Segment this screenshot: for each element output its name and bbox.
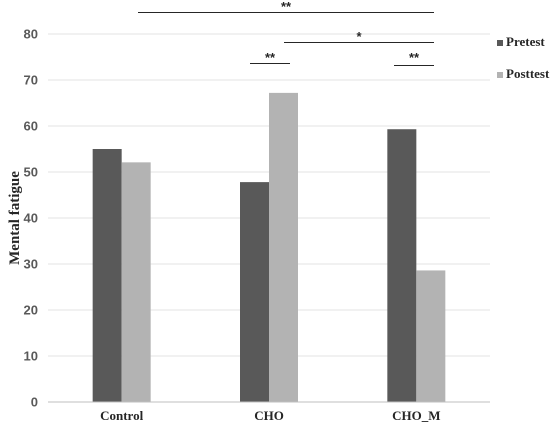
significance-marker: * bbox=[356, 29, 362, 44]
bar-posttest-cho-m bbox=[416, 270, 446, 402]
significance-marker: ** bbox=[409, 50, 420, 65]
x-tick-label: Control bbox=[100, 408, 143, 423]
bar-pretest-cho-m bbox=[387, 129, 417, 402]
y-tick-label: 0 bbox=[31, 395, 38, 410]
y-tick-label: 80 bbox=[24, 27, 38, 42]
bar-pretest-control bbox=[92, 149, 122, 402]
y-tick-label: 30 bbox=[24, 257, 38, 272]
legend-label-posttest: Posttest bbox=[506, 66, 550, 81]
legend-label-pretest: Pretest bbox=[506, 34, 545, 49]
y-tick-label: 40 bbox=[24, 211, 38, 226]
x-tick-label: CHO_M bbox=[392, 408, 440, 423]
y-tick-label: 20 bbox=[24, 303, 38, 318]
legend-swatch-pretest bbox=[497, 40, 503, 46]
y-tick-label: 70 bbox=[24, 73, 38, 88]
y-tick-label: 10 bbox=[24, 349, 38, 364]
y-tick-label: 60 bbox=[24, 119, 38, 134]
x-tick-label: CHO bbox=[254, 408, 284, 423]
y-axis-title: Mental fatigue bbox=[7, 171, 23, 265]
bar-pretest-cho bbox=[240, 182, 269, 402]
significance-marker: ** bbox=[265, 50, 276, 65]
bar-posttest-cho bbox=[269, 92, 298, 402]
bar-posttest-control bbox=[121, 162, 151, 402]
legend-swatch-posttest bbox=[497, 72, 503, 78]
y-tick-label: 50 bbox=[24, 165, 38, 180]
significance-marker: ** bbox=[281, 0, 292, 14]
